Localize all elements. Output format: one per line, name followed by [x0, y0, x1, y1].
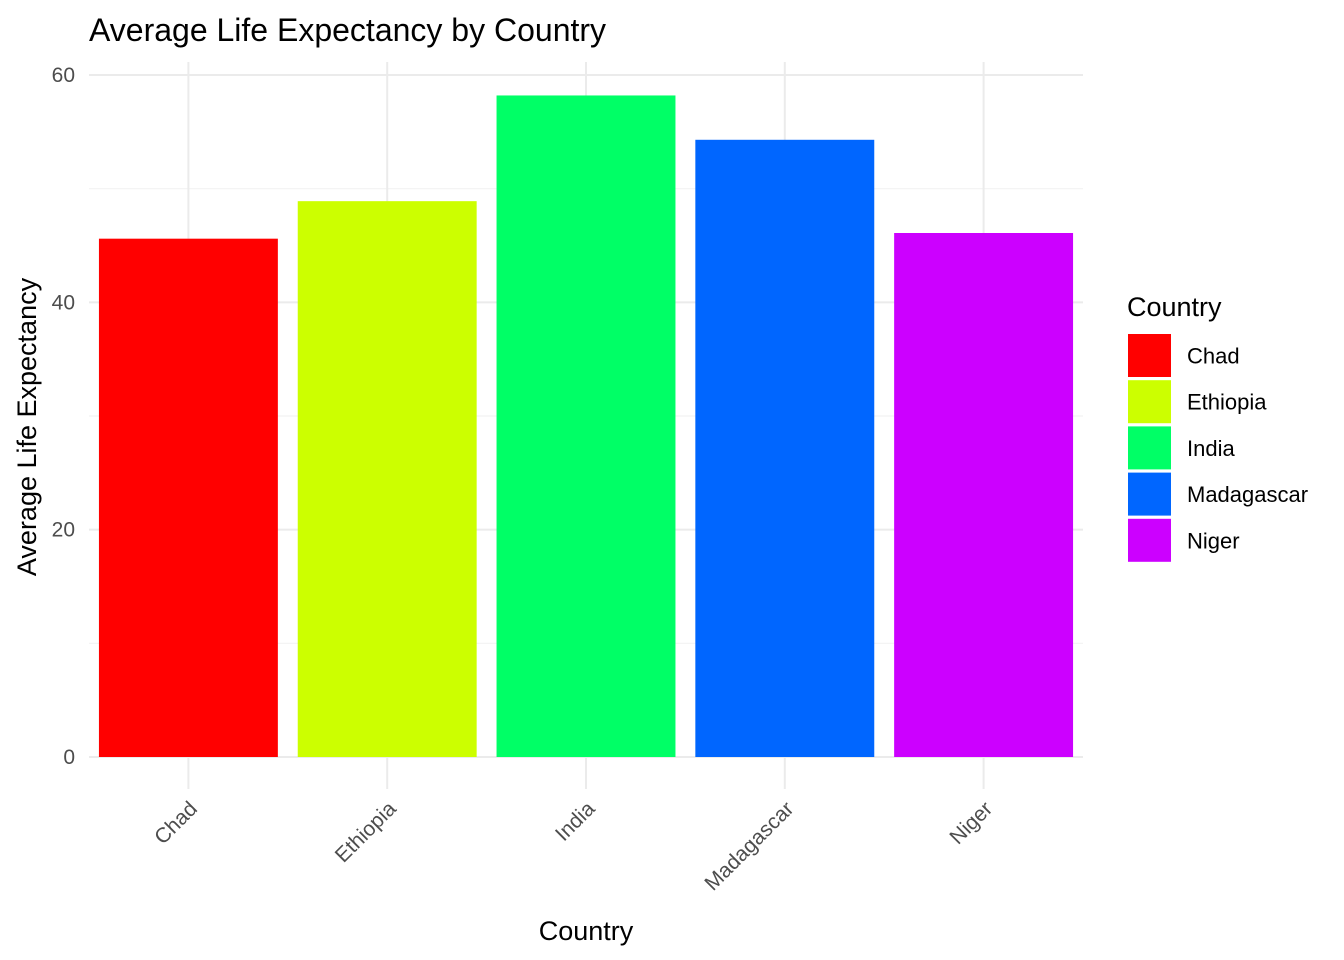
legend-label: Madagascar [1187, 482, 1308, 507]
legend-label: Chad [1187, 344, 1240, 369]
y-axis-title: Average Life Expectancy [12, 277, 42, 576]
y-tick-label: 60 [52, 64, 75, 87]
x-axis-ticks: Chad Ethiopia India Madagascar Niger [150, 797, 997, 895]
bar-niger [894, 232, 1074, 757]
bar-series [98, 95, 1074, 758]
y-tick-label: 20 [52, 519, 75, 542]
bar-ethiopia [297, 201, 477, 758]
legend-key-chad [1128, 334, 1171, 377]
bar-chad [98, 238, 278, 757]
chart-title: Average Life Expectancy by Country [89, 12, 606, 48]
x-tick-label: Madagascar [700, 797, 798, 895]
x-tick-label: India [551, 797, 600, 846]
legend-label: Ethiopia [1187, 390, 1267, 415]
legend-title: Country [1127, 292, 1222, 322]
legend-key-madagascar [1128, 472, 1171, 516]
x-axis-title: Country [539, 916, 634, 946]
y-axis-ticks: 0 20 40 60 [52, 64, 75, 769]
x-tick-label: Niger [945, 797, 997, 849]
legend-key-india [1128, 426, 1171, 470]
y-tick-label: 0 [63, 746, 75, 769]
bar-madagascar [695, 139, 875, 758]
legend-key-niger [1128, 518, 1171, 562]
legend-items: Chad Ethiopia India Madagascar Niger [1128, 334, 1308, 562]
legend-label: India [1187, 436, 1235, 461]
x-tick-label: Chad [150, 797, 202, 849]
bar-india [496, 95, 676, 757]
legend: Country Chad Ethiopia India Madagascar Niger [1127, 292, 1308, 562]
legend-key-ethiopia [1128, 380, 1171, 424]
legend-label: Niger [1187, 528, 1240, 553]
x-tick-label: Ethiopia [331, 797, 401, 867]
y-tick-label: 40 [52, 291, 75, 314]
